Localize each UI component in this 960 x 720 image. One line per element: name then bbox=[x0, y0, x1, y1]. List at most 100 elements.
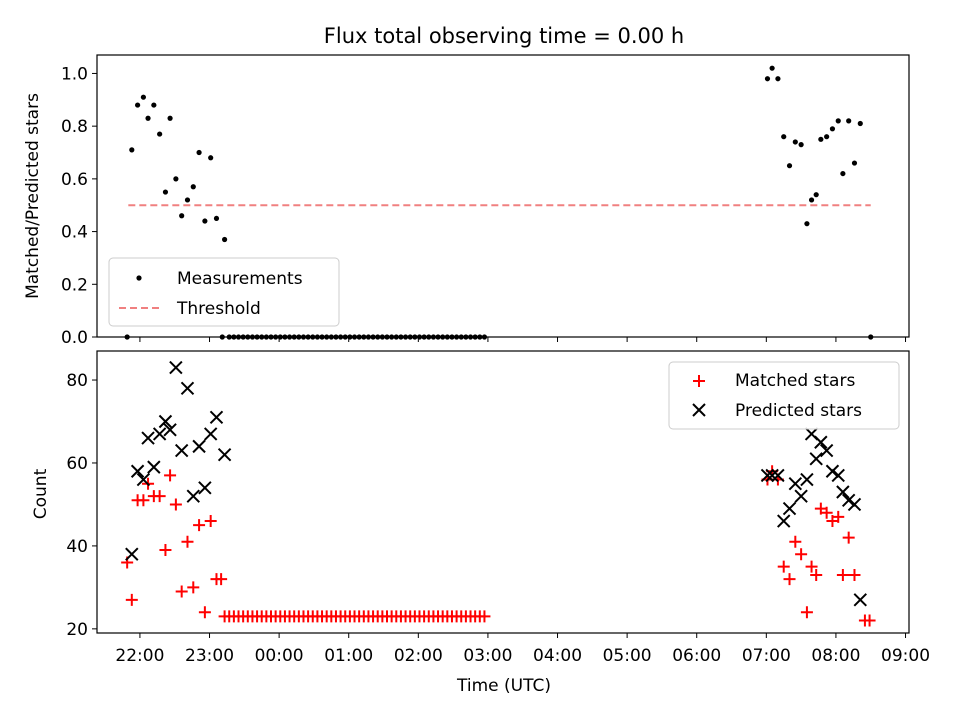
ratio-y-tick-label: 0.2 bbox=[61, 275, 88, 295]
matched-star-point bbox=[842, 531, 855, 544]
predicted-star-point bbox=[853, 593, 867, 607]
measurement-point bbox=[824, 134, 830, 140]
x-tick-label: 09:00 bbox=[881, 646, 930, 666]
measurement-point bbox=[208, 155, 214, 161]
measurement-point bbox=[818, 136, 824, 142]
matched-star-point bbox=[187, 581, 200, 594]
measurement-point bbox=[151, 102, 157, 108]
predicted-star-point bbox=[180, 381, 195, 396]
matched-star-point bbox=[159, 544, 172, 557]
legend-measurements-label: Measurements bbox=[177, 269, 303, 289]
measurement-point bbox=[857, 120, 863, 127]
legend-predicted-label: Predicted stars bbox=[735, 401, 862, 421]
count-y-ticks: 20 40 60 80 bbox=[66, 371, 97, 640]
predicted-star-point bbox=[777, 514, 791, 528]
predicted-star-point bbox=[771, 468, 785, 483]
matched-star-point bbox=[198, 606, 211, 619]
predicted-star-point bbox=[814, 435, 828, 449]
ratio-y-ticks: 0.0 0.2 0.4 0.6 0.8 1.0 bbox=[61, 64, 97, 348]
legend-predicted-marker bbox=[692, 403, 706, 417]
measurement-point bbox=[222, 236, 228, 243]
ratio-plot-frame bbox=[96, 54, 910, 338]
predicted-star-point bbox=[147, 460, 161, 474]
matched-star-point bbox=[777, 560, 790, 573]
count-y-tick-label: 40 bbox=[66, 537, 88, 557]
matched-star-point bbox=[125, 593, 138, 606]
predicted-star-point bbox=[169, 360, 183, 375]
matched-star-point bbox=[153, 490, 166, 503]
measurement-point bbox=[173, 176, 179, 182]
measurement-point bbox=[196, 149, 202, 156]
count-panel: 20 40 60 80 Count 22:00 23:00 00:00 01:00 02:00… bbox=[31, 337, 930, 696]
predicted-star-point bbox=[831, 468, 845, 483]
measurement-point bbox=[775, 76, 781, 82]
measurement-point bbox=[808, 197, 815, 203]
predicted-star-point bbox=[819, 443, 834, 458]
predicted-stars-points bbox=[125, 360, 867, 607]
x-tick-label: 23:00 bbox=[185, 646, 234, 666]
matched-star-point bbox=[863, 614, 876, 627]
x-tick-label: 04:00 bbox=[533, 646, 582, 666]
matched-star-point bbox=[836, 568, 849, 581]
predicted-star-point bbox=[825, 464, 840, 478]
predicted-star-point bbox=[809, 452, 823, 466]
measurement-point bbox=[829, 126, 836, 132]
measurement-point bbox=[162, 189, 169, 195]
predicted-star-point bbox=[198, 481, 212, 495]
measurement-point bbox=[835, 118, 841, 124]
matched-star-point bbox=[478, 610, 491, 623]
ratio-y-tick-label: 1.0 bbox=[61, 64, 88, 84]
x-tick-label: 01:00 bbox=[324, 646, 373, 666]
ratio-y-tick-label: 0.4 bbox=[61, 223, 88, 243]
matched-star-point bbox=[820, 506, 833, 519]
matched-star-point bbox=[204, 515, 217, 528]
matched-stars-points bbox=[121, 465, 876, 627]
matched-star-point bbox=[175, 585, 188, 598]
count-plot-frame bbox=[96, 350, 910, 634]
measurement-point bbox=[851, 160, 858, 166]
matched-star-point bbox=[783, 573, 796, 586]
matched-star-point bbox=[169, 498, 182, 511]
matched-star-point bbox=[810, 568, 823, 581]
predicted-star-point bbox=[163, 423, 177, 437]
predicted-star-point bbox=[800, 472, 814, 487]
count-y-tick-label: 80 bbox=[66, 371, 88, 391]
predicted-star-point bbox=[841, 493, 856, 508]
ratio-panel: Flux total observing time = 0.00 h 0.0 0.… bbox=[23, 24, 910, 348]
count-y-tick-label: 20 bbox=[66, 620, 88, 640]
predicted-star-point bbox=[782, 501, 797, 516]
measurement-point bbox=[213, 215, 220, 222]
predicted-star-point bbox=[152, 427, 167, 441]
ratio-legend: Measurements Threshold bbox=[108, 257, 340, 327]
measurement-point bbox=[129, 147, 135, 153]
legend-matched-label: Matched stars bbox=[735, 371, 855, 391]
predicted-star-point bbox=[125, 547, 139, 561]
matched-star-point bbox=[181, 535, 194, 548]
matched-star-point bbox=[789, 535, 802, 548]
matched-star-point bbox=[193, 519, 206, 532]
count-legend: Matched stars Predicted stars bbox=[668, 361, 900, 430]
chart-title: Flux total observing time = 0.00 h bbox=[324, 24, 684, 48]
matched-star-point bbox=[800, 606, 813, 619]
predicted-star-point bbox=[203, 427, 218, 441]
measurement-point bbox=[769, 65, 775, 71]
measurement-point bbox=[202, 218, 208, 224]
predicted-star-point bbox=[130, 464, 145, 478]
measurement-point bbox=[157, 131, 163, 137]
predicted-star-point bbox=[141, 431, 155, 445]
x-tick-label: 22:00 bbox=[115, 646, 164, 666]
measurement-point bbox=[792, 139, 798, 145]
predicted-star-point bbox=[760, 468, 775, 483]
x-tick-label: 07:00 bbox=[742, 646, 791, 666]
time-x-ticks: 22:00 23:00 00:00 01:00 02:00 03:00 04:00 05:00… bbox=[115, 337, 930, 666]
x-tick-label: 05:00 bbox=[603, 646, 652, 666]
ratio-y-tick-label: 0.0 bbox=[61, 328, 88, 348]
measurement-point bbox=[846, 118, 852, 124]
ratio-y-tick-label: 0.8 bbox=[61, 117, 88, 137]
ratio-legend-box bbox=[108, 257, 340, 327]
matched-star-point bbox=[832, 510, 845, 523]
predicted-star-point bbox=[174, 443, 189, 458]
legend-measurements-marker bbox=[136, 275, 142, 281]
x-tick-label: 00:00 bbox=[255, 646, 304, 666]
matched-star-point bbox=[215, 573, 228, 586]
